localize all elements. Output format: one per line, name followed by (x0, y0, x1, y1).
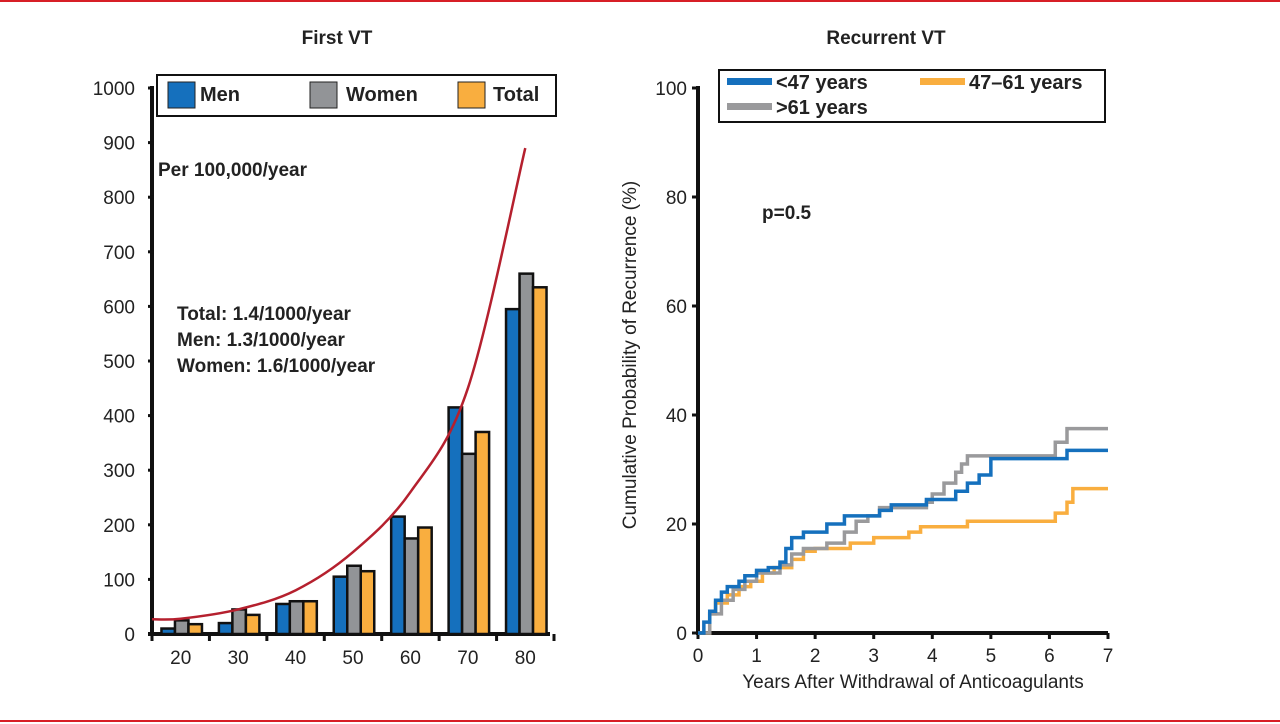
rate-annotation-total: Total: 1.4/1000/year (177, 304, 352, 325)
legend-label-women: Women (346, 84, 418, 106)
km-curve-mid (698, 486, 1108, 635)
legend-swatch-total (457, 81, 486, 109)
unit-annotation: Per 100,000/year (158, 160, 308, 181)
p-value-annotation: p=0.5 (762, 203, 812, 224)
bottom-frame-line (0, 720, 1280, 722)
left-y-tick-label: 700 (103, 243, 135, 264)
bar-men (217, 621, 234, 636)
right-x-tick-label: 4 (927, 646, 938, 667)
left-y-tick-label: 900 (103, 134, 135, 155)
right-x-tick-label: 3 (868, 646, 879, 667)
bar-women (346, 564, 362, 636)
bar-women (173, 619, 190, 636)
right-y-tick-label: 100 (655, 79, 687, 100)
right-x-tick-label: 2 (810, 646, 821, 667)
right-x-tick-label: 7 (1103, 646, 1114, 667)
trend-curve (151, 147, 527, 621)
bar-women (288, 599, 305, 636)
legend-label-young: <47 years (776, 72, 868, 94)
right-x-tick-label: 0 (693, 646, 704, 667)
right-x-tick-label: 5 (986, 646, 997, 667)
bar-women (403, 537, 420, 636)
legend-swatch-mid (920, 78, 965, 85)
left-x-tick-label: 30 (228, 648, 249, 669)
left-x-tick-label: 80 (515, 648, 536, 669)
bar-total (416, 526, 433, 636)
left-x-tick-label: 40 (285, 648, 306, 669)
right-y-tick-label: 60 (666, 297, 687, 318)
bar-total (474, 430, 491, 636)
left-x-tick-label: 50 (342, 648, 363, 669)
bar-total (187, 622, 204, 636)
left-x-tick-label: 60 (400, 648, 421, 669)
right-y-axis-label: Cumulative Probability of Recurrence (%) (620, 181, 641, 529)
bar-women (231, 608, 248, 636)
bar-men (504, 307, 521, 636)
rate-annotation-women: Women: 1.6/1000/year (177, 356, 376, 377)
left-legend: Men Women Total (156, 74, 557, 117)
left-legend-box (156, 74, 557, 117)
right-y-tick-label: 20 (666, 515, 687, 536)
left-y-tick-label: 600 (103, 297, 135, 318)
bar-men (332, 575, 349, 636)
right-y-tick-label: 40 (666, 406, 687, 427)
left-y-tick-label: 300 (103, 461, 135, 482)
left-y-tick-label: 0 (124, 625, 135, 646)
left-chart-title: First VT (302, 28, 373, 49)
left-y-tick-label: 400 (103, 407, 135, 428)
bar-women (518, 272, 535, 636)
bar-total (531, 286, 548, 636)
bar-men (160, 627, 177, 636)
left-y-tick-label: 200 (103, 516, 135, 537)
right-y-tick-label: 80 (666, 188, 687, 209)
rate-annotation-men: Men: 1.3/1000/year (177, 330, 346, 351)
legend-label-mid: 47–61 years (969, 72, 1082, 94)
left-y-tick-label: 500 (103, 352, 135, 373)
legend-swatch-men (167, 81, 196, 109)
left-y-tick-label: 100 (103, 570, 135, 591)
right-x-tick-label: 1 (751, 646, 762, 667)
right-x-tick-label: 6 (1044, 646, 1055, 667)
right-x-axis-label: Years After Withdrawal of Anticoagulants (742, 672, 1084, 693)
right-legend: <47 years 47–61 years >61 years (718, 69, 1106, 123)
bar-total (359, 569, 376, 636)
right-y-tick-label: 0 (676, 624, 687, 645)
right-chart-title: Recurrent VT (826, 28, 946, 49)
right-legend-box (718, 69, 1106, 123)
legend-label-men: Men (200, 84, 240, 106)
legend-label-total: Total (493, 84, 539, 106)
legend-label-old: >61 years (776, 97, 868, 119)
left-x-tick-label: 20 (170, 648, 191, 669)
legend-swatch-old (727, 103, 772, 110)
bar-total (244, 613, 261, 636)
km-curve-old (698, 426, 1108, 635)
left-y-tick-label: 1000 (93, 79, 135, 100)
left-chart: 0 100 200 300 400 500 600 700 800 900 1000 20 30 40 50… (93, 79, 556, 669)
legend-swatch-women (309, 81, 338, 109)
bar-women (460, 452, 477, 636)
bar-total (302, 599, 319, 636)
bar-men (447, 406, 464, 636)
right-chart: 0 20 40 60 80 100 0 1 2 3 4 5 6 7 (655, 79, 1113, 667)
bar-men (275, 602, 292, 636)
km-curve-young (698, 448, 1108, 635)
left-x-tick-label: 70 (457, 648, 478, 669)
left-y-tick-label: 800 (103, 188, 135, 209)
top-frame-line (0, 0, 1280, 2)
bar-men (389, 515, 406, 636)
legend-swatch-young (727, 78, 772, 85)
